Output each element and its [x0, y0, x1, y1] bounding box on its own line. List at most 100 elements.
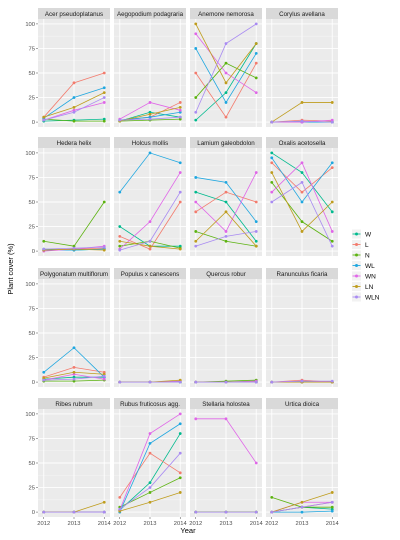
data-point-wln — [194, 510, 198, 514]
panel-strip — [38, 8, 110, 19]
data-point-wl — [118, 190, 122, 194]
data-point-ln — [42, 376, 46, 380]
panel-strip — [266, 268, 338, 279]
legend-point — [355, 232, 358, 236]
data-point-wn — [194, 417, 198, 421]
data-point-wl — [224, 101, 228, 104]
data-point-wln — [42, 378, 46, 382]
data-point-wl — [148, 151, 152, 155]
data-point-n — [330, 239, 334, 243]
data-point-n — [330, 505, 334, 509]
data-point-wln — [194, 380, 198, 384]
data-point-ln — [224, 210, 228, 214]
panel-ribes-rubrum: Ribes rubrum 0 25 50 75 100 2012 2013 2014 — [25, 398, 111, 527]
panel-strip — [266, 8, 338, 19]
data-point-ln — [102, 372, 106, 376]
panel-title: Lamium galeobdolon — [197, 140, 255, 147]
data-point-wl — [300, 510, 304, 514]
data-point-wln — [270, 380, 274, 384]
panel-title: Holcus mollis — [132, 140, 168, 147]
data-point-l — [148, 247, 152, 251]
data-point-l — [224, 190, 228, 194]
data-point-wln — [254, 22, 258, 26]
data-point-wl — [224, 180, 228, 184]
data-point-wl — [72, 96, 76, 99]
data-point-wln — [42, 118, 46, 122]
panel-strip — [266, 137, 338, 148]
data-point-ln — [330, 491, 334, 494]
data-point-wl — [102, 86, 106, 90]
data-point-n — [194, 230, 198, 233]
data-point-wln — [224, 510, 228, 514]
panel-grid: Acer pseudoplatanus 0 25 50 75 100 Aegopodium … — [25, 8, 339, 527]
panel-strip — [114, 398, 186, 409]
data-point-w — [254, 239, 258, 243]
data-point-n — [194, 96, 198, 99]
data-point-wln — [72, 246, 76, 250]
x-tick-label: 2014 — [250, 521, 264, 527]
data-point-wln — [224, 380, 228, 384]
data-point-l — [72, 81, 76, 85]
legend-item-wn: WN — [352, 271, 376, 281]
data-point-ln — [102, 500, 106, 504]
data-point-n — [102, 200, 106, 204]
data-point-ln — [224, 81, 228, 85]
data-point-wl — [270, 156, 274, 160]
data-point-ln — [148, 112, 152, 116]
data-point-wn — [194, 32, 198, 36]
y-tick-label: 0 — [32, 510, 35, 516]
data-point-wln — [148, 239, 152, 243]
data-point-wl — [254, 51, 258, 55]
x-tick-label: 2012 — [113, 521, 126, 527]
legend-item-ln: LN — [352, 282, 374, 291]
y-tick-label: 75 — [29, 306, 35, 312]
panel-title: Anemone nemorosa — [198, 11, 254, 18]
panel-hedera-helix: Hedera helix 0 25 50 75 100 — [25, 137, 110, 256]
data-point-wl — [194, 47, 198, 50]
data-point-wn — [300, 161, 304, 165]
data-point-ln — [72, 370, 76, 374]
panel-populus-x-canescens: Populus x canescens — [114, 268, 186, 387]
data-point-wl — [330, 161, 334, 165]
data-point-wln — [300, 119, 304, 123]
panel-title: Hedera helix — [57, 140, 93, 147]
data-point-w — [178, 244, 182, 248]
data-point-wln — [102, 510, 106, 514]
data-point-wln — [330, 500, 334, 504]
data-point-wln — [178, 115, 182, 119]
data-point-w — [330, 507, 334, 511]
x-tick-label: 2012 — [189, 521, 202, 527]
y-tick-label: 25 — [29, 225, 35, 231]
data-point-wn — [224, 71, 228, 75]
data-point-wln — [254, 380, 258, 384]
data-point-w — [270, 151, 274, 155]
x-tick-label: 2014 — [174, 521, 188, 527]
data-point-wn — [102, 101, 106, 104]
legend-point — [355, 243, 358, 246]
data-point-wl — [178, 161, 182, 165]
legend-item-wl: WL — [352, 261, 375, 270]
data-point-l — [178, 101, 182, 104]
data-point-n — [254, 76, 258, 80]
data-point-ln — [254, 244, 258, 248]
data-point-wl — [42, 370, 46, 374]
data-point-wn — [254, 171, 258, 174]
data-point-wn — [330, 118, 334, 122]
data-point-ln — [300, 101, 304, 104]
data-point-wln — [118, 248, 122, 252]
legend-label: W — [365, 231, 372, 238]
data-point-wn — [178, 108, 182, 112]
panel-rubus-fruticosus-agg: Rubus fruticosus agg. 2012 2013 2014 — [113, 398, 187, 527]
y-axis-title: Plant cover (%) — [6, 243, 15, 295]
data-point-wn — [224, 417, 228, 421]
data-point-wn — [72, 372, 76, 376]
y-tick-label: 100 — [25, 282, 35, 288]
y-tick-label: 25 — [29, 356, 35, 362]
data-point-w — [118, 225, 122, 228]
data-point-n — [300, 220, 304, 224]
data-point-wl — [300, 200, 304, 204]
data-point-wn — [102, 377, 106, 381]
data-point-n — [148, 491, 152, 494]
panel-anemone-nemorosa: Anemone nemorosa — [190, 8, 262, 127]
